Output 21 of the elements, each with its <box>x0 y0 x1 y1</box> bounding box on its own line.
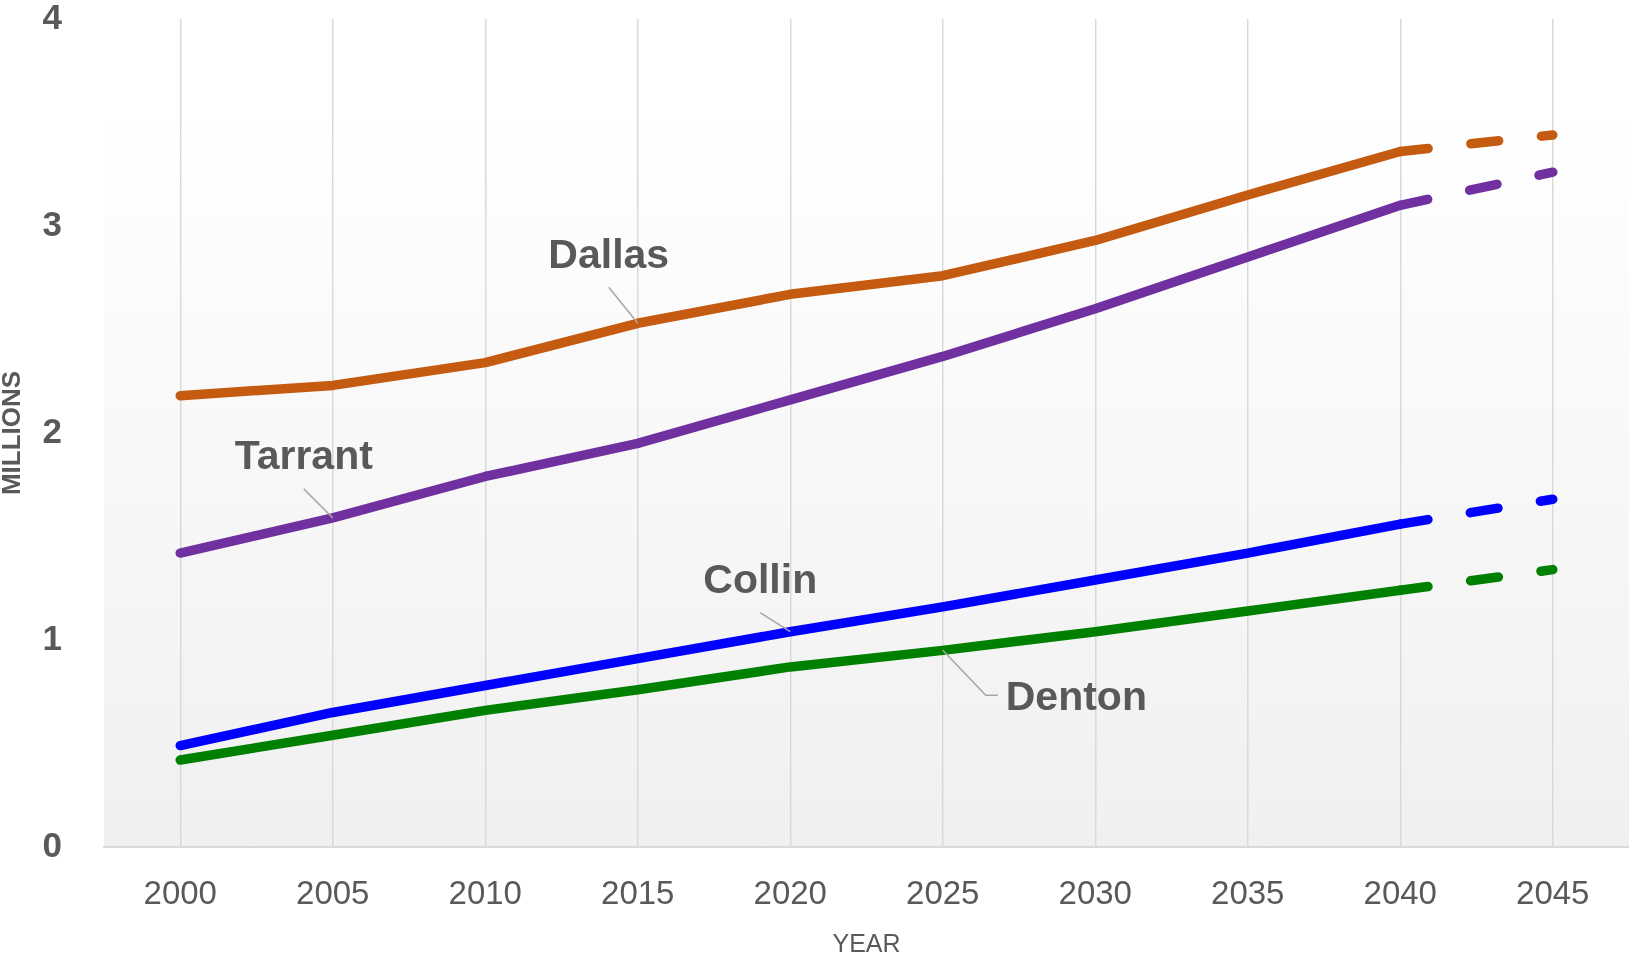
x-tick-label: 2005 <box>296 873 370 911</box>
x-tick-label: 2025 <box>906 873 980 911</box>
y-axis-title: MILLIONS <box>0 370 27 496</box>
x-tick-label: 2010 <box>448 873 522 911</box>
series-label: Denton <box>1005 672 1147 719</box>
x-tick-label: 2045 <box>1516 873 1590 911</box>
x-axis-title: YEAR <box>832 929 901 958</box>
series-label: Dallas <box>548 230 670 277</box>
series-label: Collin <box>703 556 818 603</box>
x-tick-label: 2030 <box>1058 873 1132 911</box>
x-tick-label: 2015 <box>601 873 675 911</box>
x-tick-label: 2020 <box>753 873 827 911</box>
y-tick-label: 1 <box>42 617 62 657</box>
y-tick-label: 3 <box>42 203 62 243</box>
x-tick-label: 2035 <box>1211 873 1285 911</box>
y-tick-label: 4 <box>42 0 63 36</box>
y-tick-label: 2 <box>42 410 62 450</box>
x-tick-label: 2040 <box>1363 873 1437 911</box>
y-tick-label: 0 <box>42 824 62 864</box>
x-tick-label: 2000 <box>143 873 217 911</box>
series-label: Tarrant <box>234 432 374 479</box>
